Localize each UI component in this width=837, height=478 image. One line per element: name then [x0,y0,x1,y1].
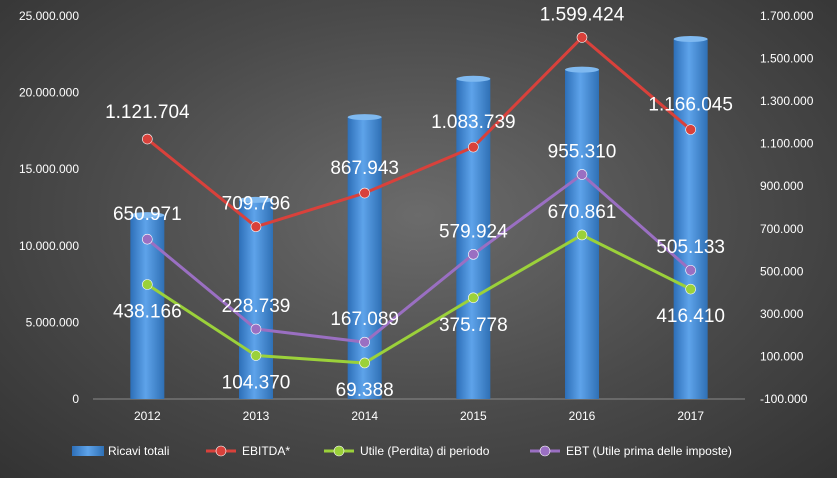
line-marker [359,336,370,348]
legend-swatch-marker [215,445,227,457]
line-marker [685,264,696,276]
data-label: 1.599.424 [540,4,625,25]
data-label: 375.778 [439,315,508,336]
line-ebitda- [146,35,692,229]
data-label: 505.133 [656,237,725,258]
data-label: 167.089 [330,309,399,330]
x-tick-label: 2013 [243,409,270,423]
x-tick-label: 2017 [677,409,704,423]
x-tick-label: 2015 [460,409,487,423]
right-tick-label: 500.000 [760,264,804,278]
bar-top [565,66,599,73]
line-marker [250,323,262,335]
right-tick-label: 100.000 [760,349,804,363]
data-label: 650.971 [113,204,182,225]
legend: Ricavi totali EBITDA* Utile (Perdita) di p… [72,444,732,458]
x-tick-label: 2012 [134,409,161,423]
right-tick-label: 1.100.000 [760,137,814,151]
legend-label: EBITDA* [242,444,290,458]
line-marker [576,32,588,43]
left-tick-label: 5.000.000 [26,315,80,329]
left-axis: 0 5.000.000 10.000.000 15.000.000 20.000.000… [19,9,79,406]
right-tick-label: -100.000 [760,392,808,406]
left-tick-label: 25.000.000 [19,9,79,23]
data-label: 670.861 [548,202,617,223]
right-axis: -100.000 100.000 300.000 500.000 700.000 900.… [760,9,814,406]
right-tick-label: 900.000 [760,179,804,193]
data-label: 709.796 [222,194,291,215]
line-marker [142,279,153,290]
line-marker [685,124,696,135]
data-label: 1.166.045 [648,95,733,116]
data-label: 955.310 [548,141,617,162]
right-tick-label: 1.500.000 [760,52,814,66]
data-label: 416.410 [656,306,725,327]
line-marker [359,187,370,199]
line-marker [576,229,588,241]
line-marker [142,233,153,245]
line-marker [250,350,262,361]
x-tick-label: 2016 [569,409,596,423]
x-axis: 2012 2013 2014 2015 2016 2017 [134,409,704,423]
data-label: 1.083.739 [431,112,516,133]
data-labels: 1.121.704 709.796 867.943 1.083.739 1.599.42… [105,4,733,401]
bar-ricavi-totali [347,117,382,399]
left-tick-label: 0 [72,392,79,406]
line-marker [468,141,479,153]
line-marker [250,221,262,232]
right-tick-label: 700.000 [760,222,804,236]
left-tick-label: 20.000.000 [19,86,79,100]
line-marker [468,249,479,260]
right-tick-label: 300.000 [760,307,804,321]
legend-swatch-bar [72,446,104,456]
left-tick-label: 15.000.000 [19,162,79,176]
x-tick-label: 2014 [351,409,378,423]
right-tick-label: 1.700.000 [760,9,814,23]
legend-swatch-marker [333,445,345,457]
bar-top [673,35,708,42]
bar-ricavi-totali [239,199,273,399]
bar-top [347,114,382,121]
bar-ricavi-totali [130,215,165,399]
bar-top [456,75,491,82]
line-utile-perdita-di-periodo [146,233,692,365]
data-label: 438.166 [113,301,182,322]
bar-series [130,35,708,400]
legend-label: EBT (Utile prima delle imposte) [566,444,732,458]
data-label: 228.739 [222,296,291,317]
line-marker [685,283,696,295]
line-ebt-utile-prima-delle-imposte- [146,172,692,344]
data-label: 104.370 [222,373,291,394]
data-label: 867.943 [330,158,399,179]
left-tick-label: 10.000.000 [19,239,79,253]
legend-label: Ricavi totali [108,444,169,458]
line-marker [142,133,153,145]
data-label: 1.121.704 [105,102,190,123]
line-series [142,32,696,369]
data-label: 579.924 [439,221,508,242]
bar-ricavi-totali [456,78,491,399]
bar-ricavi-totali [673,38,708,399]
line-marker [359,357,370,369]
legend-label: Utile (Perdita) di periodo [360,444,490,458]
line-marker [576,169,588,180]
line-marker [468,292,479,304]
data-label: 69.388 [336,380,394,401]
right-tick-label: 1.300.000 [760,94,814,108]
legend-swatch-marker [539,445,551,457]
bar-top [130,212,165,219]
bar-top [239,196,273,203]
